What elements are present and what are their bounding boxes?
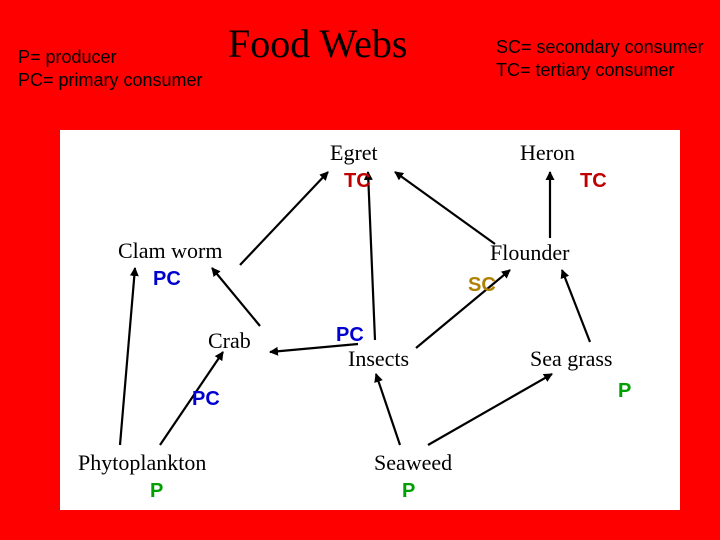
legend-right: SC= secondary consumer TC= tertiary cons…	[496, 36, 704, 83]
role-label-5: PC	[192, 388, 220, 411]
role-label-6: P	[618, 380, 631, 403]
role-label-0: TC	[344, 170, 371, 193]
legend-right-line-2: TC= tertiary consumer	[496, 59, 704, 82]
node-egret: Egret	[330, 140, 378, 166]
legend-left-line-1: P= producer	[18, 46, 203, 69]
legend-right-line-1: SC= secondary consumer	[496, 36, 704, 59]
page-title: Food Webs	[228, 20, 407, 67]
node-clamworm: Clam worm	[118, 238, 223, 264]
role-label-1: TC	[580, 170, 607, 193]
node-seaweed: Seaweed	[374, 450, 452, 476]
role-label-3: PC	[153, 268, 181, 291]
node-crab: Crab	[208, 328, 251, 354]
role-label-8: P	[402, 480, 415, 503]
node-seagrass: Sea grass	[530, 346, 612, 372]
role-label-4: PC	[336, 324, 364, 347]
legend-left: P= producer PC= primary consumer	[18, 46, 203, 93]
role-label-2: SC	[468, 274, 496, 297]
node-heron: Heron	[520, 140, 575, 166]
legend-left-line-2: PC= primary consumer	[18, 69, 203, 92]
node-phytoplankton: Phytoplankton	[78, 450, 206, 476]
node-flounder: Flounder	[490, 240, 569, 266]
node-insects: Insects	[348, 346, 409, 372]
role-label-7: P	[150, 480, 163, 503]
